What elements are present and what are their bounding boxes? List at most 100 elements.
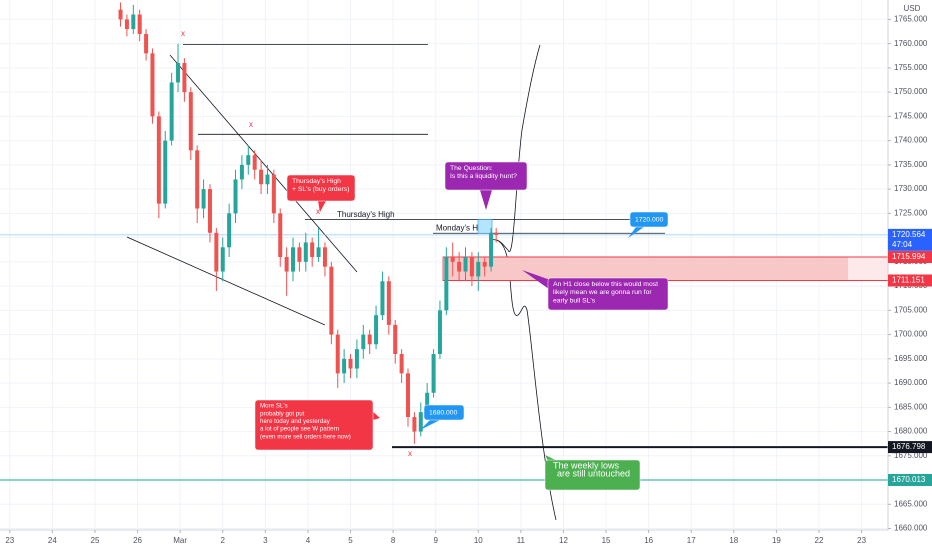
candle-body bbox=[329, 266, 334, 335]
candle-body bbox=[457, 261, 462, 272]
candle-body bbox=[220, 247, 225, 272]
price-tag-label: 1676.798 bbox=[892, 442, 926, 451]
candle-body bbox=[335, 334, 340, 374]
candle-body bbox=[227, 213, 232, 248]
callout-text: are still untouched bbox=[557, 469, 630, 479]
callout-text: (even more sell orders here now) bbox=[260, 433, 351, 440]
x-tick-label: 5 bbox=[348, 536, 353, 545]
x-tick-label: 16 bbox=[644, 536, 653, 545]
candle-body bbox=[303, 242, 308, 262]
callout-pointer bbox=[480, 190, 492, 210]
level-label: Monday's High bbox=[436, 223, 489, 232]
candle-body bbox=[150, 53, 155, 117]
price-tag bbox=[888, 251, 932, 264]
x-tick-label: 2 bbox=[221, 536, 226, 545]
countdown: 47:04 bbox=[892, 240, 913, 249]
candle-body bbox=[291, 247, 296, 272]
candle-body bbox=[233, 179, 238, 214]
y-tick-label: 1660.000 bbox=[894, 524, 928, 533]
candle-body bbox=[201, 189, 206, 209]
price-tag-label: 1711.151 bbox=[892, 276, 925, 285]
candle-body bbox=[450, 256, 455, 262]
candle-body bbox=[386, 281, 391, 325]
x-tick-label: 15 bbox=[602, 536, 611, 545]
candle-body bbox=[425, 392, 430, 413]
candle-body bbox=[163, 140, 168, 204]
candle-body bbox=[182, 63, 187, 93]
candle-body bbox=[137, 14, 142, 34]
callout-text: + SL's (buy orders) bbox=[292, 186, 349, 193]
callout-text: The weekly lows bbox=[553, 460, 620, 470]
callout-pointer bbox=[628, 227, 644, 238]
x-tick-label: 11 bbox=[517, 536, 526, 545]
candle-body bbox=[322, 247, 327, 267]
zone-inner bbox=[848, 257, 888, 281]
candle-body bbox=[131, 14, 136, 30]
candle-body bbox=[361, 334, 366, 350]
callout-text: a lot of people see W pattern bbox=[260, 426, 340, 433]
candle-body bbox=[412, 417, 417, 432]
candle-body bbox=[310, 242, 315, 257]
candle-body bbox=[463, 256, 468, 272]
callout-box bbox=[444, 161, 528, 191]
candle-body bbox=[195, 150, 200, 209]
candle-body bbox=[278, 213, 283, 257]
callout-text: The Question: bbox=[450, 165, 493, 172]
callout-text: here today and yesterday bbox=[260, 418, 331, 425]
y-tick-label: 1690.000 bbox=[894, 378, 928, 387]
candle-body bbox=[124, 19, 129, 30]
x-tick-label: 4 bbox=[306, 536, 311, 545]
callout-pointer bbox=[420, 420, 440, 430]
x-tick-label: 19 bbox=[772, 536, 781, 545]
candle-body bbox=[246, 155, 251, 165]
y-tick-label: 1675.000 bbox=[894, 451, 928, 460]
callout-pointer bbox=[522, 270, 556, 294]
x-tick-label: 3 bbox=[263, 536, 268, 545]
x-tick-label: 25 bbox=[91, 536, 100, 545]
callout-text: 1680.000 bbox=[429, 409, 458, 416]
candle-body bbox=[188, 92, 193, 151]
callout: 1680.000 bbox=[420, 404, 465, 430]
candle-body bbox=[348, 358, 353, 369]
candle-body bbox=[316, 247, 321, 257]
x-tick-label: 23 bbox=[857, 536, 866, 545]
y-tick-label: 1765.000 bbox=[894, 15, 928, 24]
callout: Thursday's High+ SL's (buy orders) bbox=[286, 174, 356, 212]
candle-body bbox=[118, 9, 123, 20]
candle-body bbox=[489, 232, 494, 267]
x-tick-label: 8 bbox=[391, 536, 396, 545]
candle-body bbox=[374, 315, 379, 345]
x-tick-label: 22 bbox=[815, 536, 824, 545]
y-tick-label: 1705.000 bbox=[894, 305, 928, 314]
candle-body bbox=[367, 334, 372, 345]
y-tick-label: 1750.000 bbox=[894, 87, 928, 96]
candle-body bbox=[399, 353, 404, 374]
price-tag bbox=[888, 228, 932, 251]
x-tick-label: 23 bbox=[5, 536, 14, 545]
price-tag-label: 1720.564 bbox=[892, 230, 926, 239]
y-tick-label: 1665.000 bbox=[894, 499, 928, 508]
callout: An H1 close below this would mostlikely … bbox=[522, 270, 669, 311]
candle-body bbox=[271, 174, 276, 214]
callout: 1720.000 bbox=[628, 211, 669, 238]
candle-body bbox=[406, 373, 411, 418]
candle-body bbox=[144, 33, 149, 54]
callout-text: 1720.000 bbox=[635, 216, 664, 223]
candle-body bbox=[284, 256, 289, 272]
callout-box bbox=[629, 211, 669, 228]
marker: x bbox=[181, 29, 185, 38]
x-tick-label: 12 bbox=[559, 536, 568, 545]
level-label: Thursday's High bbox=[337, 210, 395, 219]
price-tag bbox=[888, 473, 932, 486]
candle-body bbox=[156, 116, 161, 204]
callout-text: probably got put bbox=[260, 410, 305, 417]
x-tick-label: 17 bbox=[687, 536, 696, 545]
candle-body bbox=[176, 63, 181, 83]
y-tick-label: 1725.000 bbox=[894, 208, 928, 217]
candle-body bbox=[259, 169, 264, 185]
y-tick-label: 1740.000 bbox=[894, 136, 928, 145]
candle-body bbox=[494, 232, 499, 235]
